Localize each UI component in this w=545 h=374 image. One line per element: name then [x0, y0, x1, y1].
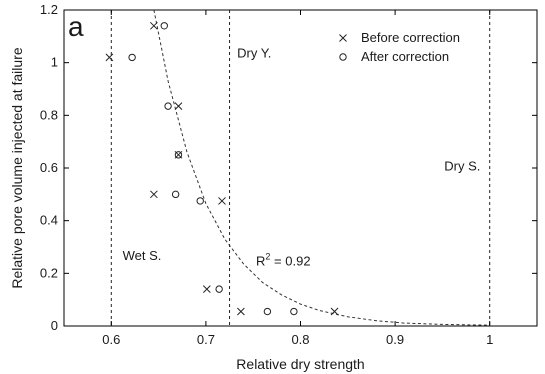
panel-label: a: [68, 11, 84, 42]
region-label: Wet S.: [123, 248, 162, 263]
region-label: Dry Y.: [237, 45, 271, 60]
legend-marker-x: [339, 34, 347, 42]
x-tick-label: 1: [486, 332, 493, 347]
legend-entry-label: After correction: [361, 49, 449, 64]
after-correction-point: [128, 53, 136, 62]
x-tick-label: 0.9: [386, 332, 404, 347]
before-correction-point: [105, 53, 114, 62]
after-correction-point: [196, 197, 204, 205]
y-tick-label: 1.2: [40, 2, 58, 17]
y-tick-label: 0.4: [40, 213, 58, 228]
x-axis-title: Relative dry strength: [236, 356, 364, 372]
y-tick-label: 0.8: [40, 107, 58, 122]
before-correction-point: [202, 285, 211, 293]
fit-curve: [153, 9, 490, 326]
legend-entry-label: Before correction: [361, 30, 460, 45]
after-correction-point: [174, 151, 183, 159]
before-correction-point: [218, 197, 226, 205]
after-correction-point: [171, 190, 180, 199]
legend-marker-o: [339, 53, 347, 61]
x-axis-ticks: 0.6 0.7 0.8 0.9 1: [102, 10, 493, 347]
before-correction-point: [330, 307, 339, 316]
vertical-reference-lines: Wet S. Dry Y. Dry S.: [110, 10, 491, 326]
y-axis-title: Relative pore volume injected at failure: [9, 47, 25, 288]
y-tick-label: 1: [51, 55, 58, 70]
after-correction-point: [290, 307, 298, 316]
after-correction-point: [263, 307, 272, 316]
after-correction-point: [164, 102, 172, 110]
fit-curve-group: [153, 9, 490, 326]
after-correction-point: [215, 285, 223, 293]
annotations: R2 = 0.92: [256, 251, 311, 268]
region-label: Dry S.: [444, 159, 480, 174]
legend: Before correction After correction: [339, 30, 460, 64]
before-correction-point: [150, 190, 158, 199]
data-points: [105, 21, 339, 316]
before-correction-point: [237, 307, 245, 316]
before-correction-point: [150, 21, 158, 30]
y-axis-ticks: 0 0.2 0.4 0.6 0.8 1 1.2: [40, 2, 537, 333]
x-tick-label: 0.7: [197, 332, 215, 347]
x-tick-label: 0.8: [291, 332, 309, 347]
after-correction-point: [160, 22, 168, 30]
x-tick-label: 0.6: [102, 332, 120, 347]
r-squared-annotation: R2 = 0.92: [256, 251, 311, 268]
y-tick-label: 0.2: [40, 265, 58, 280]
y-tick-label: 0.6: [40, 160, 58, 175]
before-correction-point: [174, 102, 183, 110]
y-tick-label: 0: [51, 318, 58, 333]
